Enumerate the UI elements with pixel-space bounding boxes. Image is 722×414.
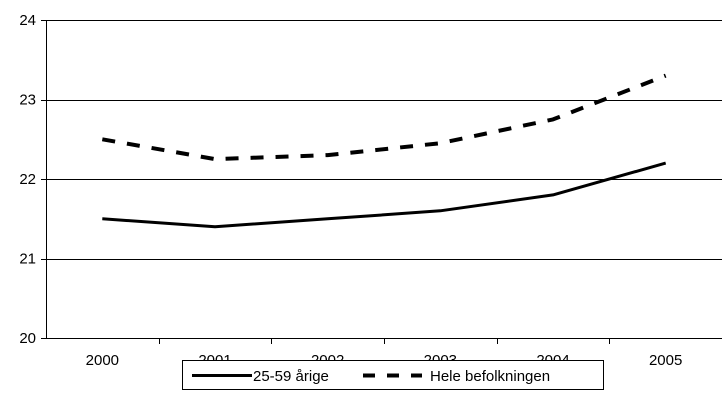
legend-label-whole-population: Hele befolkningen [430,368,550,385]
series-lines [101,73,667,229]
y-tick-label: 22 [19,171,36,188]
y-tick-label: 21 [19,251,36,268]
legend-label-aged-25-59: 25-59 årige [253,368,329,385]
axes [41,20,722,344]
x-tick-label: 2005 [649,352,682,369]
legend: 25-59 årige Hele befolkningen [182,360,604,390]
y-tick-label: 24 [19,12,36,29]
y-tick-label: 23 [19,92,36,109]
y-tick-label: 20 [19,330,36,347]
gridlines [46,20,722,260]
series-line-whole-population [101,73,667,162]
x-tick-label: 2000 [86,352,119,369]
y-tick-labels: 20 21 22 23 24 [19,12,36,347]
series-line-aged-25-59 [102,161,667,229]
